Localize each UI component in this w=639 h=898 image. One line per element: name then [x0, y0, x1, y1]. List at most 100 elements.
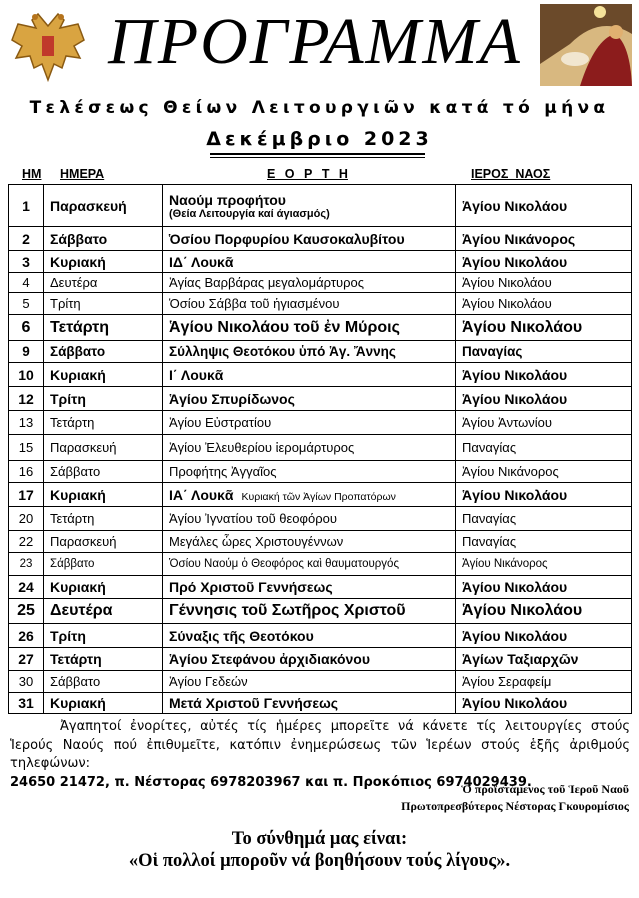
church-text: Παναγίας — [462, 440, 517, 455]
weekday-text: Σάββατο — [50, 344, 106, 359]
church: Παναγίας — [455, 506, 632, 531]
signature-title: Ὁ προϊστάμενος τοῦ Ἱεροῦ Ναοῦ — [461, 782, 629, 796]
table-row: 9 Σάββατο Σύλληψις Θεοτόκου ὑπό Ἁγ. Ἄννης Π… — [8, 340, 632, 363]
info-text: Ἀγαπητοί ἐνορίτες, αὐτές τίς ἡμέρες μπορ… — [10, 719, 630, 771]
feast-text: Ὁσίου Σάββα τοῦ ἡγιασμένου — [169, 296, 340, 311]
church: Παναγίας — [455, 530, 632, 553]
feast-text: Σύναξις τῆς Θεοτόκου — [169, 627, 314, 644]
day-number-text: 4 — [22, 275, 30, 290]
feast: Μεγάλες ὧρες Χριστουγέννων — [162, 530, 456, 553]
feast: Ἁγίου Στεφάνου ἀρχιδιακόνου — [162, 647, 456, 671]
church: Ἁγίου Νικάνορος — [455, 226, 632, 251]
church-text: Παναγίας — [462, 344, 523, 359]
feast-text: Μετά Χριστοῦ Γεννήσεως — [169, 695, 339, 711]
feast: Ἁγίας Βαρβάρας μεγαλομάρτυρος — [162, 272, 456, 293]
weekday-text: Κυριακή — [50, 695, 106, 711]
weekday: Τετάρτη — [43, 647, 163, 671]
page-title: ΠΡΟΓΡΑΜΜΑ — [108, 5, 522, 78]
church: Ἁγίου Ἀντωνίου — [455, 410, 632, 435]
church: Ἁγίου Νικολάου — [455, 482, 632, 507]
church-text: Ἁγίου Νικολάου — [462, 390, 568, 407]
weekday-text: Τετάρτη — [50, 511, 95, 526]
church-text: Ἁγίου Νικολάου — [462, 627, 568, 644]
weekday-text: Τετάρτη — [50, 651, 102, 667]
feast: Γέννησις τοῦ Σωτῆρος Χριστοῦ — [162, 598, 456, 624]
weekday: Κυριακή — [43, 482, 163, 507]
day-number: 25 — [8, 598, 44, 624]
feast-text: Πρό Χριστοῦ Γεννήσεως — [169, 579, 333, 595]
feast-text: Ἁγίου Ἰγνατίου τοῦ θεοφόρου — [169, 511, 337, 526]
feast-text: Ἁγίου Γεδεών — [169, 674, 248, 689]
table-row: 13 Τετάρτη Ἁγίου Εὐστρατίου Ἁγίου Ἀντωνίου — [8, 410, 632, 435]
day-number: 22 — [8, 530, 44, 553]
day-number: 9 — [8, 340, 44, 363]
church-text: Ἁγίου Νικάνορος — [462, 464, 559, 479]
church-text: Ἁγίου Νικολάου — [462, 695, 568, 711]
church-text: Ἁγίου Νικάνορος — [462, 558, 548, 570]
table-row: 12 Τρίτη Ἁγίου Σπυρίδωνος Ἁγίου Νικολάου — [8, 386, 632, 411]
church-text: Ἁγίου Νικάνορος — [462, 230, 576, 247]
table-row: 31 Κυριακή Μετά Χριστοῦ Γεννήσεως Ἁγίου Νικ… — [8, 692, 632, 714]
church: Ἁγίων Ταξιαρχῶν — [455, 647, 632, 671]
day-number-text: 15 — [18, 440, 34, 455]
feast-subnote: (Θεία Λειτουργία καί άγιασμός) — [169, 207, 330, 220]
table-row: 26 Τρίτη Σύναξις τῆς Θεοτόκου Ἁγίου Νικολάο… — [8, 623, 632, 648]
feast-text: Ἁγίου Ἐλευθερίου ἱερομάρτυρος — [169, 440, 355, 455]
feast: Σύναξις τῆς Θεοτόκου — [162, 623, 456, 648]
weekday: Κυριακή — [43, 250, 163, 273]
table-row: 25 Δευτέρα Γέννησις τοῦ Σωτῆρος Χριστοῦ Ἁγί… — [8, 598, 632, 624]
weekday-text: Δευτέρα — [50, 602, 113, 619]
double-headed-eagle-icon — [11, 12, 85, 83]
weekday: Τρίτη — [43, 623, 163, 648]
day-number: 24 — [8, 575, 44, 599]
info-paragraph: Ἀγαπητοί ἐνορίτες, αὐτές τίς ἡμέρες μπορ… — [10, 718, 630, 792]
feast-text: Γέννησις τοῦ Σωτῆρος Χριστοῦ — [169, 602, 406, 619]
day-number: 27 — [8, 647, 44, 671]
day-number-text: 17 — [18, 486, 34, 503]
feast: Ναούμ προφήτου (Θεία Λειτουργία καί άγιασ… — [162, 184, 456, 227]
church: Ἁγίου Νικολάου — [455, 575, 632, 599]
weekday: Τετάρτη — [43, 314, 163, 341]
weekday-text: Τρίτη — [50, 627, 86, 644]
church-text: Ἁγίου Ἀντωνίου — [462, 415, 553, 430]
weekday-text: Σάββατο — [50, 674, 101, 689]
table-row: 10 Κυριακή Ι΄ Λουκᾶ Ἁγίου Νικολάου — [8, 362, 632, 387]
day-number: 5 — [8, 292, 44, 315]
phone-numbers: 24650 21472, π. Νέστορας 6978203967 και … — [10, 774, 532, 790]
day-number: 17 — [8, 482, 44, 507]
table-row: 3 Κυριακή ΙΔ΄ Λουκᾶ Ἁγίου Νικολάου — [8, 250, 632, 273]
church: Παναγίας — [455, 340, 632, 363]
table-row: 20 Τετάρτη Ἁγίου Ἰγνατίου τοῦ θεοφόρου Πανα… — [8, 506, 632, 531]
weekday: Κυριακή — [43, 362, 163, 387]
day-number-text: 27 — [18, 651, 34, 667]
church-text: Παναγίας — [462, 511, 517, 526]
feast-text: Μεγάλες ὧρες Χριστουγέννων — [169, 534, 344, 549]
day-number: 15 — [8, 434, 44, 461]
column-header-church: ΙΕΡΟΣ ΝΑΟΣ — [471, 167, 551, 181]
table-row: 4 Δευτέρα Ἁγίας Βαρβάρας μεγαλομάρτυρος Ἁγί… — [8, 272, 632, 293]
feast-text: Ναούμ προφήτου — [169, 191, 286, 208]
weekday: Παρασκευή — [43, 184, 163, 227]
feast-text: Ἁγίας Βαρβάρας μεγαλομάρτυρος — [169, 275, 364, 290]
feast: Ὁσίου Σάββα τοῦ ἡγιασμένου — [162, 292, 456, 315]
motto-line-2: «Οἱ πολλοί μποροῦν νά βοηθήσουν τούς λίγ… — [128, 851, 511, 871]
table-row: 30 Σάββατο Ἁγίου Γεδεών Ἁγίου Σεραφείμ — [8, 670, 632, 693]
church-text: Παναγίας — [462, 534, 517, 549]
weekday-text: Δευτέρα — [50, 275, 98, 290]
day-number-text: 1 — [22, 197, 30, 214]
weekday-text: Σάββατο — [50, 230, 108, 247]
table-row: 6 Τετάρτη Ἁγίου Νικολάου τοῦ ἐν Μύροις Ἁγίο… — [8, 314, 632, 341]
table-row: 22 Παρασκευή Μεγάλες ὧρες Χριστουγέννων Παν… — [8, 530, 632, 553]
day-number: 10 — [8, 362, 44, 387]
weekday: Σάββατο — [43, 552, 163, 576]
feast-text: Ἁγίου Νικολάου τοῦ ἐν Μύροις — [169, 318, 400, 336]
feast-text: Σύλληψις Θεοτόκου ὑπό Ἁγ. Ἄννης — [169, 344, 396, 359]
schedule-table: 1 Παρασκευή Ναούμ προφήτου (Θεία Λειτουργία… — [8, 184, 632, 714]
table-row: 23 Σάββατο Ὁσίου Ναούμ ὁ Θεοφόρος καὶ θαυμ… — [8, 552, 632, 576]
church: Ἁγίου Νικολάου — [455, 623, 632, 648]
day-number: 4 — [8, 272, 44, 293]
feast: Ὁσίου Ναούμ ὁ Θεοφόρος καὶ θαυματουργός — [162, 552, 456, 576]
day-number: 1 — [8, 184, 44, 227]
table-row: 16 Σάββατο Προφήτης Ἀγγαῖος Ἁγίου Νικάνορος — [8, 460, 632, 483]
